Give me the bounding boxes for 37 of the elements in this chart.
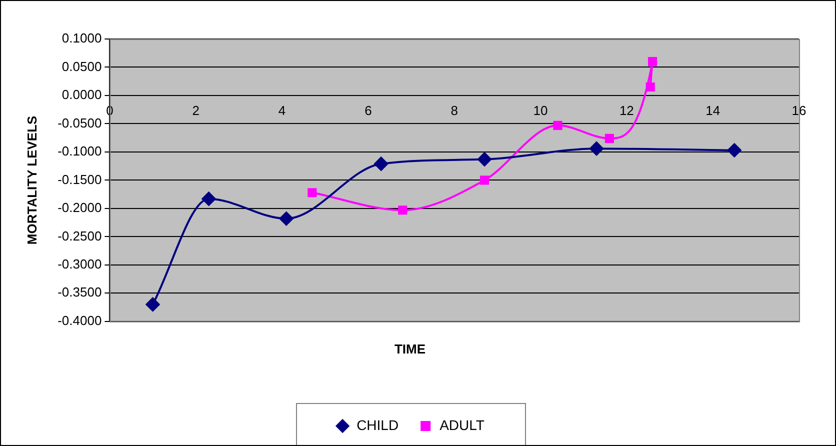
point	[604, 134, 614, 143]
point	[648, 57, 658, 66]
x-tick-label: 2	[192, 102, 200, 118]
point	[374, 156, 388, 171]
point	[553, 120, 562, 130]
y-tick-label: 0.1000	[62, 30, 102, 46]
point	[308, 188, 317, 198]
x-tick-label: 4	[278, 102, 286, 118]
point	[590, 142, 604, 156]
y-tick-label: -0.0500	[58, 115, 102, 130]
point	[202, 192, 216, 206]
y-tick-label: -0.3500	[58, 284, 102, 300]
x-tick-label: 14	[706, 102, 720, 118]
y-tick-label: -0.2500	[58, 228, 102, 244]
point	[279, 212, 294, 226]
x-tick-label: 10	[533, 102, 548, 118]
point	[478, 152, 492, 166]
y-tick-label: 0.0500	[62, 58, 102, 74]
y-tick-label: -0.1500	[58, 172, 102, 187]
y-tick-label: -0.1000	[58, 144, 102, 159]
point	[646, 82, 655, 92]
y-axis-title: MORTALITY LEVELS	[24, 115, 40, 245]
x-axis-title: TIME	[394, 341, 426, 356]
point	[727, 143, 742, 158]
x-tick-label: 8	[450, 102, 458, 118]
x-tick-label: 6	[364, 102, 372, 118]
legend-label: CHILD	[356, 416, 399, 433]
x-tick-label: 16	[792, 102, 806, 118]
point	[480, 176, 490, 185]
y-tick-label: -0.2000	[58, 200, 102, 216]
y-tick-label: 0.0000	[62, 87, 102, 102]
legend-label: ADULT	[440, 416, 485, 433]
x-tick-label: 12	[619, 102, 634, 118]
y-tick-label: -0.4000	[58, 312, 102, 328]
point	[146, 297, 160, 312]
point	[398, 206, 408, 215]
y-tick-label: -0.3000	[58, 256, 102, 272]
